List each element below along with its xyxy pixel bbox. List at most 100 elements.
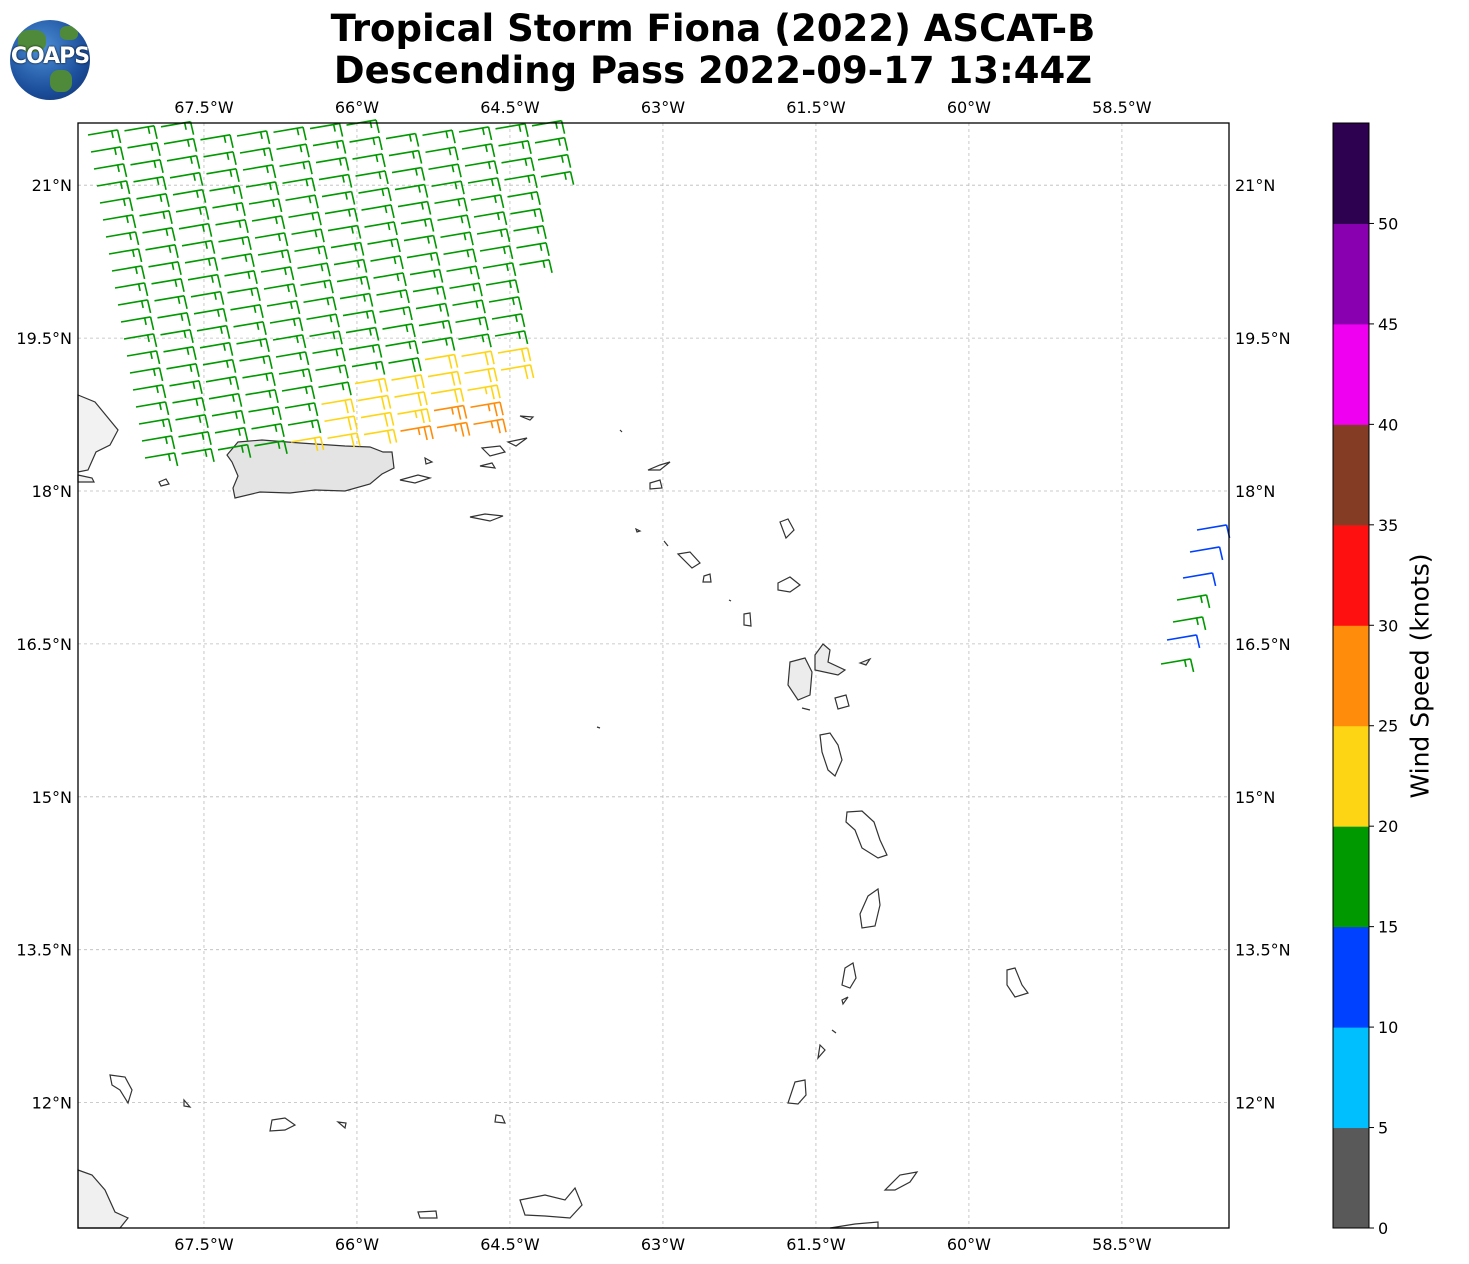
wind-barb	[227, 286, 261, 301]
barb-staff	[208, 392, 239, 400]
barb-half	[1195, 617, 1199, 626]
wind-barb	[470, 401, 504, 417]
barb-staff	[266, 300, 297, 307]
wind-barb	[169, 379, 203, 394]
barb-flag	[313, 437, 319, 452]
barb-flag	[198, 172, 204, 186]
barb-flag	[362, 259, 368, 273]
barb-flag	[162, 176, 167, 190]
barb-half	[125, 215, 129, 224]
barb-flag	[460, 180, 465, 195]
barb-half	[164, 436, 168, 445]
barb-half	[183, 330, 187, 338]
barb-staff	[230, 303, 261, 311]
barb-staff	[391, 166, 422, 174]
lat-tick-label: 12°N	[1235, 1094, 1275, 1113]
barb-half	[229, 169, 233, 177]
barb-flag	[493, 403, 498, 417]
colorbar-bin	[1333, 524, 1369, 626]
barb-staff	[470, 194, 501, 201]
barb-flag	[301, 334, 307, 349]
barb-half	[259, 131, 263, 140]
wind-barb	[217, 443, 252, 458]
barb-staff	[202, 358, 233, 366]
wind-barb	[239, 147, 274, 162]
wind-barb	[245, 388, 279, 403]
barb-flag	[131, 214, 137, 229]
barb-staff	[357, 394, 388, 402]
barb-flag	[384, 170, 389, 185]
barb-flag	[158, 367, 164, 382]
barb-flag	[204, 414, 209, 428]
barb-flag	[195, 363, 200, 377]
barb-half	[165, 228, 169, 236]
wind-barb	[349, 136, 383, 151]
wind-barb	[516, 241, 550, 256]
barb-staff	[361, 204, 392, 211]
barb-staff	[172, 396, 203, 404]
barb-staff	[501, 156, 532, 164]
barb-half	[514, 314, 518, 323]
wind-barb	[355, 170, 389, 185]
barb-staff	[193, 307, 224, 315]
barb-flag	[526, 347, 532, 362]
barb-staff	[218, 235, 249, 243]
barb-half	[490, 421, 494, 429]
wind-barb	[467, 384, 501, 400]
wind-barb	[464, 367, 498, 383]
barb-half	[444, 338, 448, 346]
barb-flag	[335, 313, 340, 328]
lon-tick-label: 63°W	[641, 98, 685, 117]
gridlines	[78, 123, 1229, 1228]
barb-staff	[324, 207, 355, 215]
barb-flag	[420, 409, 425, 424]
barb-staff	[358, 187, 389, 194]
barb-staff	[166, 362, 197, 370]
barb-half	[167, 453, 171, 462]
barb-staff	[385, 132, 416, 140]
barb-flag	[304, 351, 310, 366]
wind-barb	[327, 224, 362, 239]
wind-barbs	[87, 119, 1231, 673]
colorbar-bin	[1333, 1027, 1369, 1129]
wind-barb	[321, 398, 355, 414]
barb-flag	[302, 126, 307, 141]
colorbar-bin	[1333, 1127, 1369, 1229]
barb-flag	[393, 221, 398, 236]
barb-staff	[473, 418, 504, 426]
barb-flag	[350, 191, 356, 205]
barb-flag	[450, 372, 456, 386]
wind-barb	[443, 248, 477, 263]
wind-barb	[175, 205, 210, 220]
wind-barb	[363, 428, 398, 444]
barb-half	[171, 262, 175, 270]
wind-barb	[102, 214, 137, 229]
wind-barb	[415, 302, 450, 317]
wind-barb	[501, 156, 535, 171]
barb-staff	[127, 141, 158, 149]
barb-staff	[431, 180, 462, 188]
barb-half	[238, 220, 242, 228]
barb-flag	[487, 333, 492, 348]
lon-tick-label: 60°W	[947, 1235, 991, 1254]
wind-barb	[90, 146, 125, 161]
barb-staff	[284, 402, 315, 409]
lat-tick-label: 21°N	[32, 176, 72, 195]
barb-half	[195, 398, 199, 406]
barb-staff	[348, 343, 379, 351]
barb-staff	[449, 282, 480, 290]
barb-staff	[242, 164, 273, 171]
barb-staff	[537, 153, 568, 161]
barb-half	[472, 284, 476, 292]
barb-flag	[462, 405, 468, 419]
barb-staff	[467, 177, 498, 184]
barb-flag	[356, 432, 361, 447]
barb-staff	[178, 222, 209, 230]
wind-barb	[136, 192, 170, 207]
barb-staff	[309, 122, 340, 130]
barb-flag	[134, 231, 140, 246]
wind-barb	[440, 231, 474, 246]
barb-flag	[307, 368, 313, 383]
barb-flag	[316, 419, 322, 434]
barb-half	[408, 134, 412, 142]
